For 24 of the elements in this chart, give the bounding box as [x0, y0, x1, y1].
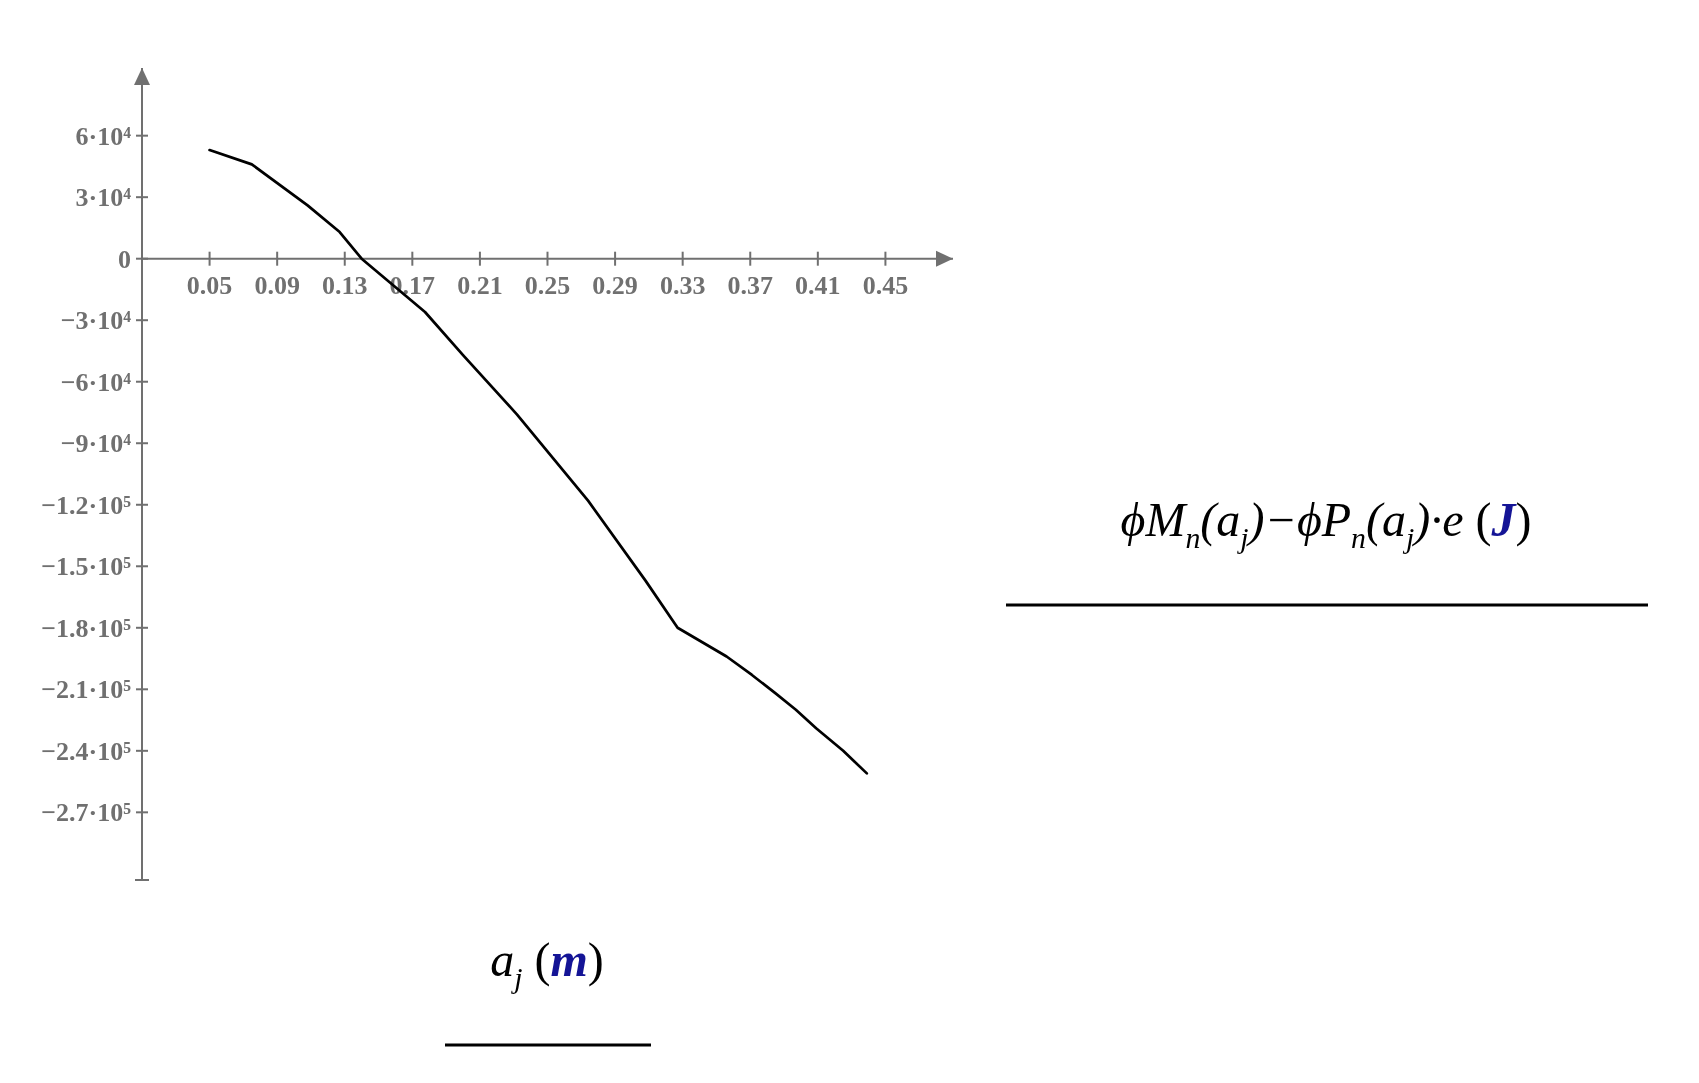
y-tick-label: −1.2·10⁵ — [41, 490, 132, 520]
x-tick-label: 0.33 — [659, 270, 706, 300]
y-tick-label: 3·10⁴ — [75, 183, 132, 213]
y-tick-label: −6·10⁴ — [60, 367, 132, 397]
y-tick-label: −1.5·10⁵ — [41, 552, 132, 582]
y-tick-label: −2.7·10⁵ — [41, 798, 132, 828]
y-tick-label: 0 — [118, 244, 131, 274]
x-tick-label: 0.13 — [322, 270, 368, 300]
y-tick-label: −9·10⁴ — [60, 429, 132, 459]
y-tick-label: 6·10⁴ — [75, 121, 132, 151]
x-tick-label: 0.45 — [862, 270, 909, 300]
x-tick-label: 0.09 — [254, 270, 300, 300]
text: ϕM$_{n}$(a$_{j}$)−ϕP$_{n}$(a$_{j}$)·e (J) — [1120, 493, 1532, 554]
x-tick-label: 0.25 — [524, 270, 571, 300]
y-tick-label: −2.1·10⁵ — [41, 675, 132, 705]
x-tick-label: 0.21 — [457, 270, 503, 300]
y-tick-label: −2.4·10⁵ — [41, 736, 132, 766]
x-tick-label: 0.29 — [592, 270, 638, 300]
x-tick-label: 0.05 — [186, 270, 233, 300]
x-axis-title: a$_{j}$ (m) — [490, 933, 604, 994]
y-tick-label: −1.8·10⁵ — [41, 613, 132, 643]
x-tick-label: 0.41 — [795, 270, 841, 300]
y-tick-label: −3·10⁴ — [60, 306, 132, 336]
x-tick-label: 0.37 — [727, 270, 773, 300]
